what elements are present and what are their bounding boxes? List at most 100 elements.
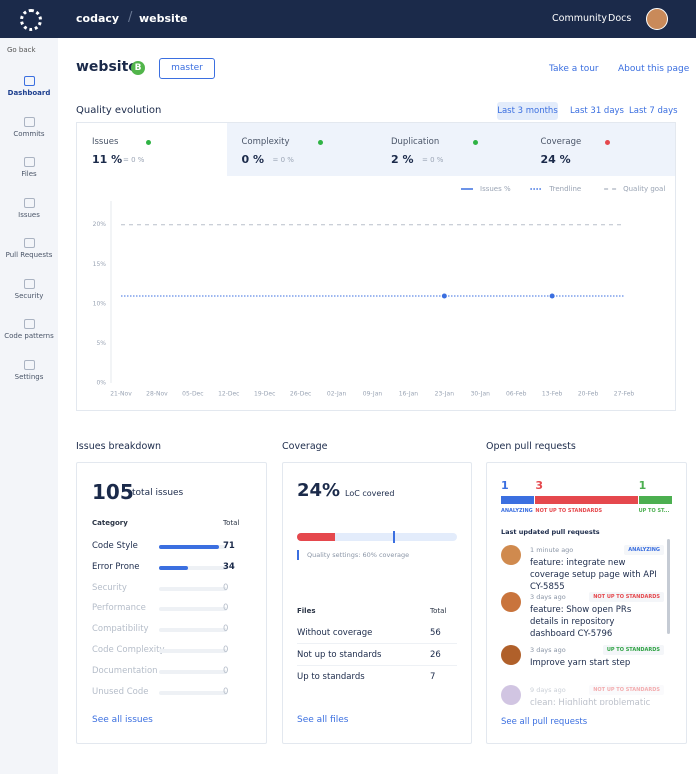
- file-total: 7: [430, 672, 436, 682]
- section-title: Coverage: [282, 441, 328, 452]
- col-header: Files: [297, 607, 316, 615]
- metric-delta: = 0 %: [272, 156, 294, 164]
- branch-select[interactable]: master: [159, 58, 215, 79]
- pr-time: 9 days ago: [530, 686, 566, 694]
- category-name: Code Complexity: [92, 645, 165, 655]
- y-tick-label: 10%: [93, 300, 107, 307]
- nav-icon: [24, 116, 35, 127]
- x-tick-label: 13-Feb: [542, 391, 563, 398]
- category-name: Documentation: [92, 665, 158, 676]
- nav-item[interactable]: Security: [14, 291, 44, 300]
- nav-item[interactable]: Pull Requests: [5, 251, 53, 259]
- chart-card: Issues 11 % = 0 % Complexity 0 % = 0 % Duplica…: [76, 122, 676, 411]
- metric-tab[interactable]: Coverage 24 %: [525, 123, 675, 176]
- total-count: 105: [92, 480, 134, 504]
- segment-bar: [501, 496, 535, 504]
- metric-tab[interactable]: Duplication 2 % = 0 %: [376, 123, 526, 176]
- segment-bar: [535, 496, 638, 504]
- action-link[interactable]: About this page: [618, 64, 690, 74]
- metric-value: 24 %: [540, 153, 571, 166]
- x-tick-label: 21-Nov: [110, 391, 132, 398]
- x-tick-label: 16-Jan: [399, 391, 419, 398]
- x-tick-label: 06-Feb: [506, 391, 527, 398]
- section-title: Issues breakdown: [76, 441, 162, 452]
- category-name: Unused Code: [92, 686, 149, 697]
- nav-item[interactable]: Commits: [13, 129, 45, 138]
- category-name: Security: [92, 582, 127, 593]
- file-category[interactable]: Up to standards: [297, 672, 365, 682]
- segment-label: NOT UP TO STANDARDS: [535, 508, 603, 514]
- link[interactable]: See all files: [297, 715, 349, 725]
- row-divider: [297, 643, 457, 644]
- action-link[interactable]: Take a tour: [549, 64, 599, 74]
- panel: 1 ANALYZING 3 NOT UP TO STANDARDS 1 UP TO ST.…: [486, 462, 687, 744]
- pr-time: 3 days ago: [530, 646, 566, 654]
- top-bar: [0, 0, 696, 38]
- x-tick-label: 12-Dec: [218, 391, 239, 398]
- range-tab[interactable]: Last 31 days: [570, 106, 624, 116]
- range-tab[interactable]: Last 7 days: [629, 106, 678, 116]
- link[interactable]: See all pull requests: [501, 717, 588, 727]
- row-divider: [297, 665, 457, 666]
- nav-icon: [24, 197, 35, 208]
- x-tick-label: 30-Jan: [471, 391, 491, 398]
- bar-track: [159, 649, 227, 653]
- pr-time: 3 days ago: [530, 593, 566, 601]
- nav-item[interactable]: Settings: [14, 372, 44, 381]
- metric-tab[interactable]: Complexity 0 % = 0 %: [226, 123, 376, 176]
- x-tick-label: 26-Dec: [290, 391, 311, 398]
- pr-title[interactable]: feature: integrate new coverage setup pa…: [530, 558, 657, 592]
- segment-bar: [638, 496, 672, 504]
- bar-track: [159, 669, 227, 674]
- nav-item[interactable]: Dashboard: [7, 89, 51, 97]
- metric-value: 0 %: [241, 153, 265, 166]
- nav-icon: [24, 278, 35, 289]
- nav-item[interactable]: Files: [21, 170, 37, 178]
- metric-delta: = 0 %: [123, 156, 145, 164]
- data-point: [549, 293, 555, 299]
- avatar[interactable]: [646, 8, 668, 30]
- top-link[interactable]: Docs: [608, 13, 632, 24]
- x-tick-label: 28-Nov: [146, 391, 168, 398]
- bar-track: [159, 607, 227, 612]
- status-dot: [145, 140, 151, 145]
- goal-tick: [297, 550, 299, 560]
- subtitle: Last updated pull requests: [501, 528, 600, 536]
- metric-tab[interactable]: Issues 11 % = 0 %: [77, 123, 227, 176]
- bar-track: [159, 690, 227, 695]
- col-header: Category: [92, 519, 128, 527]
- nav-icon: [24, 76, 35, 86]
- range-tab[interactable]: Last 3 months: [497, 102, 558, 120]
- file-category[interactable]: Without coverage: [297, 628, 373, 638]
- link[interactable]: See all issues: [92, 715, 153, 725]
- nav-icon: [24, 359, 35, 370]
- pr-title[interactable]: clean: Highlight problematic: [530, 698, 651, 705]
- x-tick-label: 27-Feb: [614, 391, 635, 398]
- nav-icon: [24, 319, 35, 329]
- repo-name[interactable]: website: [139, 12, 188, 25]
- coverage-label: LoC covered: [345, 489, 395, 498]
- panel: 105 total issues Category Total Code Style 71…: [76, 462, 267, 744]
- data-point: [441, 293, 447, 299]
- metric-name: Duplication: [391, 137, 440, 147]
- pr-title[interactable]: feature: Show open PRs details in reposi…: [530, 605, 632, 639]
- file-category[interactable]: Not up to standards: [297, 650, 382, 660]
- pr-title[interactable]: Improve yarn start step: [530, 658, 631, 668]
- legend-label: Trendline: [548, 185, 581, 193]
- category-total: 0: [223, 624, 229, 635]
- section-title: Quality evolution: [76, 105, 162, 116]
- go-back[interactable]: Go back: [7, 46, 36, 54]
- x-tick-label: 23-Jan: [435, 391, 455, 398]
- nav-item[interactable]: Issues: [18, 210, 40, 219]
- segment-count: 1: [638, 479, 647, 492]
- metric-name: Complexity: [241, 137, 290, 147]
- nav-item[interactable]: Code patterns: [4, 332, 54, 340]
- bar: [159, 545, 220, 549]
- pr-status: ANALYZING: [624, 545, 664, 555]
- separator: /: [128, 10, 133, 25]
- top-link[interactable]: Community: [552, 13, 607, 24]
- pr-avatar: [501, 645, 521, 665]
- org-name[interactable]: codacy: [76, 12, 120, 25]
- segment-label: ANALYZING: [501, 508, 533, 514]
